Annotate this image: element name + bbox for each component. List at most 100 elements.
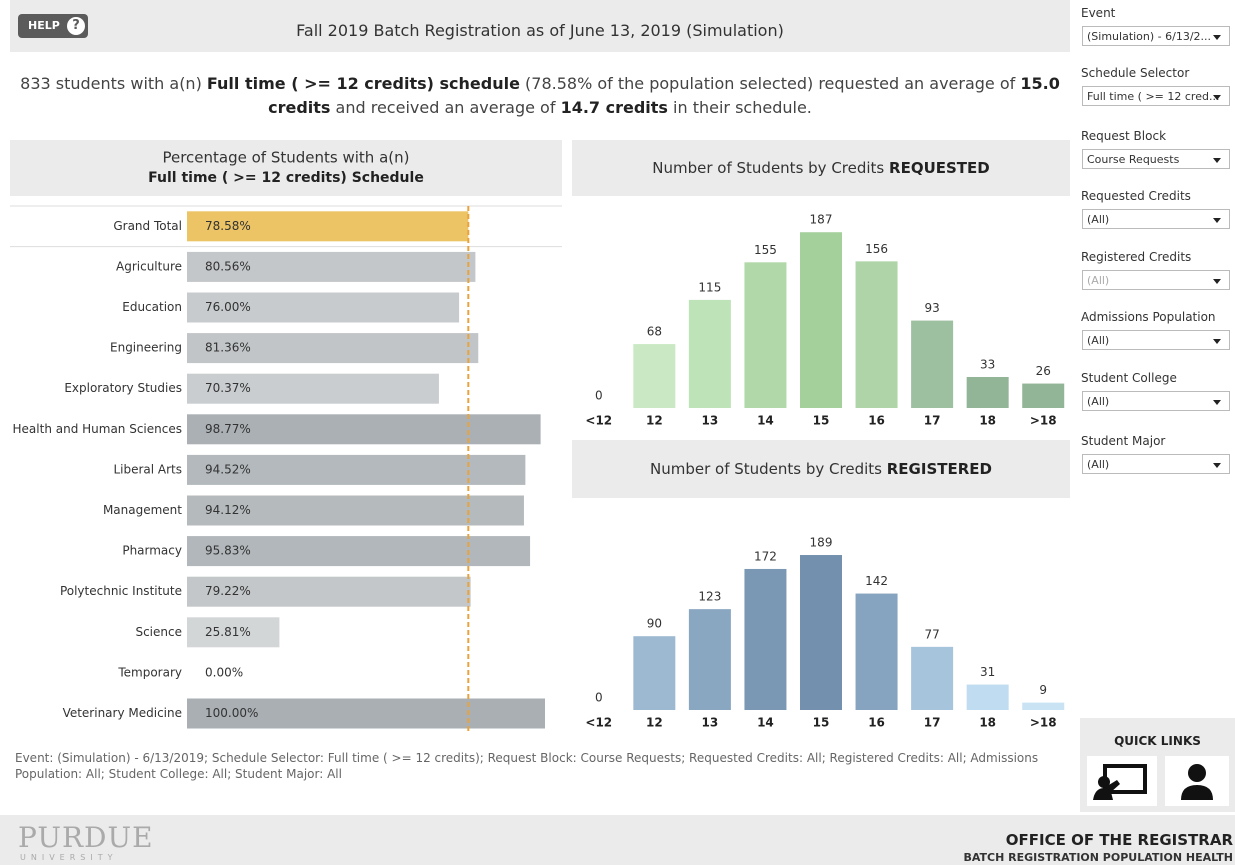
bar — [1022, 702, 1065, 710]
summary-part: 15.0 credits — [268, 74, 1060, 117]
value-label: 93 — [924, 301, 939, 315]
value-label: 70.37% — [205, 381, 251, 395]
help-text: HELP — [28, 19, 60, 32]
chart-title: Number of Students by Credits REQUESTED — [652, 159, 989, 177]
quick-links-title: QUICK LINKS — [1114, 734, 1201, 748]
value-label: 76.00% — [205, 300, 251, 314]
summary-part: 14.7 credits — [560, 98, 668, 117]
filter-label: Request Block — [1081, 129, 1167, 143]
value-label: 94.12% — [205, 503, 251, 517]
bar — [744, 262, 787, 408]
footer-subtitle: BATCH REGISTRATION POPULATION HEALTH — [963, 851, 1234, 864]
chart-title: Percentage of Students with a(n) — [162, 149, 409, 167]
filter-dropdown[interactable]: Full time ( >= 12 cred... — [1082, 86, 1230, 106]
value-label: 0 — [595, 389, 603, 403]
chart-title-bold: REQUESTED — [889, 159, 990, 177]
category-label: 17 — [924, 716, 941, 730]
filter-dropdown[interactable]: (Simulation) - 6/13/2... — [1082, 26, 1230, 46]
value-label: 78.58% — [205, 219, 251, 233]
filter-label: Schedule Selector — [1081, 66, 1190, 80]
category-label: Pharmacy — [122, 544, 182, 558]
filter-note: Event: (Simulation) - 6/13/2019; Schedul… — [15, 751, 1039, 781]
summary-part: (78.58% of the population selected) requ… — [519, 74, 1021, 93]
bar — [911, 646, 954, 710]
bar — [911, 320, 954, 408]
category-label: 14 — [757, 716, 774, 730]
chart-title-text: Number of Students by Credits — [652, 159, 889, 177]
filter-dropdown[interactable]: (All) — [1082, 270, 1230, 290]
bar — [187, 292, 460, 323]
value-label: 95.83% — [205, 544, 251, 558]
category-label: >18 — [1030, 716, 1057, 730]
filter-dropdown[interactable]: (All) — [1082, 391, 1230, 411]
filter-label: Student College — [1081, 371, 1177, 385]
chart-title-text: Number of Students by Credits — [650, 460, 887, 478]
value-label: 115 — [698, 280, 721, 294]
bar — [800, 232, 842, 408]
category-label: Grand Total — [113, 219, 182, 233]
help-button[interactable]: HELP ? — [18, 14, 88, 38]
category-label: Engineering — [110, 341, 182, 355]
bar — [187, 333, 479, 364]
value-label: 187 — [810, 213, 833, 227]
value-label: 33 — [980, 357, 995, 371]
category-label: 14 — [757, 414, 774, 428]
value-label: 77 — [924, 627, 939, 641]
bar — [800, 555, 842, 710]
category-label: 13 — [702, 716, 719, 730]
category-label: Temporary — [117, 665, 182, 679]
filter-dropdown[interactable]: (All) — [1082, 209, 1230, 229]
value-label: 81.36% — [205, 341, 251, 355]
value-label: 123 — [698, 590, 721, 604]
dashboard-title: Fall 2019 Batch Registration as of June … — [296, 21, 784, 40]
value-label: 26 — [1036, 364, 1051, 378]
value-label: 0 — [595, 691, 603, 705]
bar — [187, 698, 545, 729]
bar — [187, 617, 280, 648]
footer: PURDUE UNIVERSITY OFFICE OF THE REGISTRA… — [0, 815, 1235, 865]
value-label: 25.81% — [205, 625, 251, 639]
value-label: 98.77% — [205, 422, 251, 436]
filter-dropdown[interactable]: (All) — [1082, 330, 1230, 350]
category-label: Liberal Arts — [113, 462, 182, 476]
person-head — [1188, 764, 1206, 782]
summary-part: in their schedule. — [667, 98, 812, 117]
bar — [187, 251, 476, 282]
category-label: >18 — [1030, 414, 1057, 428]
category-label: 15 — [813, 414, 830, 428]
value-label: 100.00% — [205, 706, 258, 720]
logo-sub: UNIVERSITY — [20, 853, 118, 862]
filter-dropdown[interactable]: Course Requests — [1082, 149, 1230, 169]
summary-part: and received an average of — [330, 98, 561, 117]
bar — [855, 593, 898, 710]
category-label: Exploratory Studies — [64, 381, 182, 395]
chart-title-bold: REGISTERED — [887, 460, 992, 478]
person-body — [1181, 785, 1213, 800]
office-name: OFFICE OF THE REGISTRAR — [1005, 831, 1233, 849]
bar — [633, 344, 676, 408]
category-label: Polytechnic Institute — [60, 584, 182, 598]
chart-header — [10, 140, 562, 196]
filter-dropdown[interactable]: (All) — [1082, 454, 1230, 474]
summary-part: 833 students with a(n) — [20, 74, 207, 93]
bar — [1022, 383, 1065, 408]
value-label: 189 — [810, 536, 833, 550]
bar — [187, 536, 531, 567]
value-label: 79.22% — [205, 584, 251, 598]
bar — [688, 299, 731, 408]
summary: 833 students with a(n) Full time ( >= 12… — [20, 72, 1060, 120]
quick-link-classroom[interactable] — [1087, 756, 1157, 806]
value-label: 156 — [865, 242, 888, 256]
chart-subtitle: Full time ( >= 12 credits) Schedule — [148, 170, 424, 186]
person-head — [1098, 776, 1110, 788]
category-label: 12 — [646, 414, 663, 428]
value-label: 172 — [754, 549, 777, 563]
category-label: 15 — [813, 716, 830, 730]
value-label: 0.00% — [205, 665, 243, 679]
category-label: Agriculture — [116, 259, 182, 273]
bar — [688, 609, 731, 710]
quick-link-person[interactable] — [1165, 756, 1229, 806]
category-label: Veterinary Medicine — [63, 706, 182, 720]
